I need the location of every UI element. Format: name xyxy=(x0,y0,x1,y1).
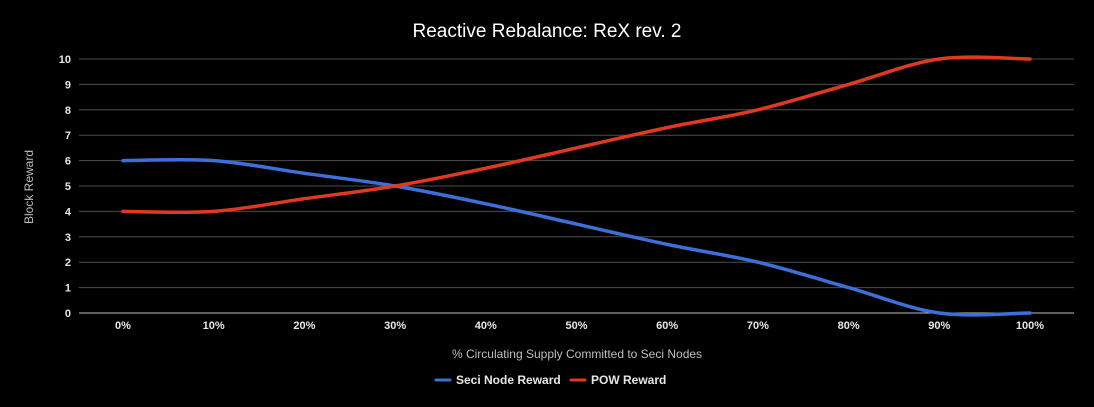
y-tick-label: 3 xyxy=(65,232,71,244)
y-tick-label: 6 xyxy=(65,156,71,168)
legend-label: Seci Node Reward xyxy=(456,373,561,387)
x-axis-label: % Circulating Supply Committed to Seci N… xyxy=(452,347,702,361)
y-tick-label: 10 xyxy=(59,54,71,66)
legend-label: POW Reward xyxy=(591,373,666,387)
x-tick-label: 80% xyxy=(838,320,860,332)
x-tick-label: 30% xyxy=(384,320,406,332)
x-tick-label: 100% xyxy=(1016,320,1044,332)
y-tick-label: 9 xyxy=(65,79,71,91)
x-tick-label: 40% xyxy=(475,320,497,332)
y-tick-label: 8 xyxy=(65,105,71,117)
y-tick-label: 4 xyxy=(65,206,72,218)
legend: Seci Node Reward POW Reward xyxy=(434,373,666,387)
y-axis-label: Block Reward xyxy=(22,150,36,224)
y-tick-label: 5 xyxy=(65,181,71,193)
y-tick-label: 2 xyxy=(65,257,71,269)
x-axis-ticks: 0% 10% 20% 30% 40% 50% 60% 70% 80% 90% 100% xyxy=(115,320,1044,332)
x-tick-label: 90% xyxy=(928,320,950,332)
x-tick-label: 0% xyxy=(115,320,131,332)
x-tick-label: 70% xyxy=(747,320,769,332)
chart-title: Reactive Rebalance: ReX rev. 2 xyxy=(413,21,682,42)
y-tick-label: 0 xyxy=(65,308,71,320)
y-tick-label: 1 xyxy=(65,283,71,295)
series-lines xyxy=(121,55,1032,317)
x-tick-label: 20% xyxy=(293,320,315,332)
series-line-seci-node-reward xyxy=(121,157,1032,317)
gridlines xyxy=(79,58,1074,314)
x-tick-label: 10% xyxy=(203,320,225,332)
y-tick-label: 7 xyxy=(65,130,71,142)
x-tick-label: 60% xyxy=(656,320,678,332)
y-axis-ticks: 0 1 2 3 4 5 6 7 8 9 10 xyxy=(59,54,72,320)
x-tick-label: 50% xyxy=(565,320,587,332)
series-line-pow-reward xyxy=(121,55,1032,215)
